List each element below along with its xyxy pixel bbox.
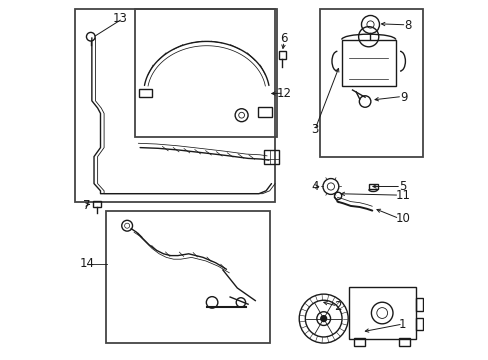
Bar (415, 298, 422, 311)
Bar (279, 51, 285, 59)
Bar (257, 107, 272, 117)
Bar (93, 201, 101, 207)
Text: 1: 1 (398, 318, 406, 331)
Bar (320, 9, 422, 157)
Bar (264, 150, 278, 164)
Text: 7: 7 (83, 199, 90, 212)
Bar (354, 338, 365, 346)
Text: 12: 12 (276, 87, 291, 100)
Bar (368, 184, 377, 189)
Text: 2: 2 (334, 300, 341, 313)
Text: 14: 14 (79, 257, 94, 270)
Circle shape (320, 316, 326, 321)
Bar (75, 9, 275, 202)
Text: 11: 11 (395, 189, 409, 202)
Text: 5: 5 (398, 180, 406, 193)
Bar (106, 211, 269, 343)
Bar (134, 9, 276, 137)
Bar (341, 40, 395, 86)
Text: 10: 10 (395, 212, 409, 225)
Bar (399, 338, 409, 346)
Bar (415, 318, 422, 330)
Text: 8: 8 (404, 19, 411, 32)
Text: 4: 4 (310, 180, 318, 193)
Text: 6: 6 (280, 32, 287, 45)
Bar (139, 89, 152, 97)
Text: 9: 9 (399, 91, 407, 104)
Bar (348, 287, 415, 339)
Text: 13: 13 (113, 12, 127, 24)
Text: 3: 3 (310, 123, 318, 136)
